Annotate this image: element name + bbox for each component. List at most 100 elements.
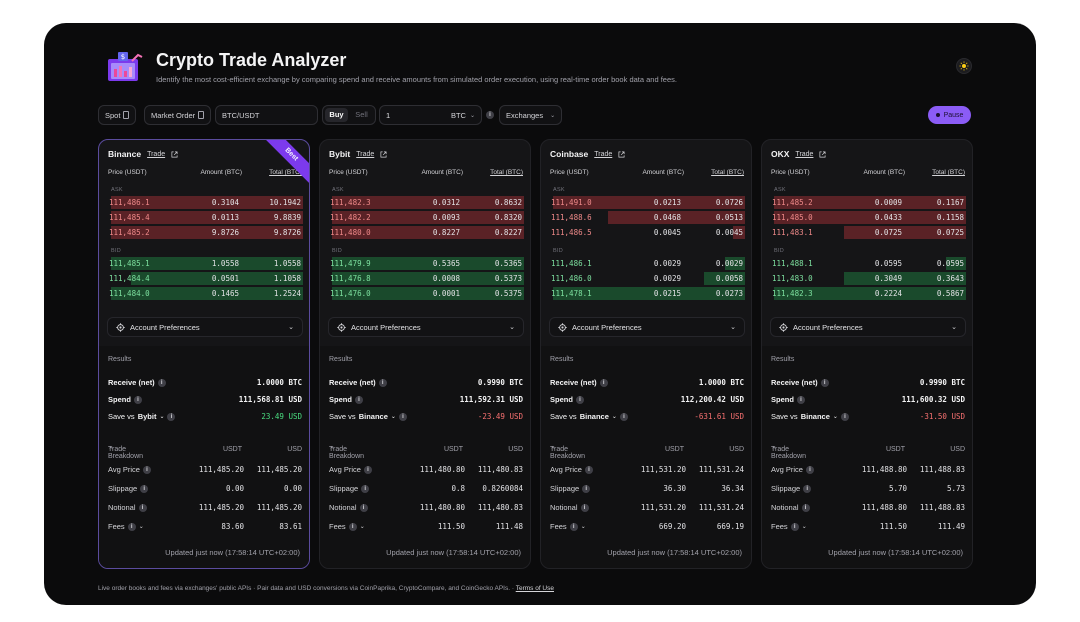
theme-toggle-button[interactable] xyxy=(956,58,972,74)
info-icon[interactable]: i xyxy=(805,465,814,474)
col-usdt: USDT xyxy=(222,446,242,453)
info-icon[interactable]: i xyxy=(361,484,370,493)
depth-bar xyxy=(331,196,524,209)
info-icon[interactable]: i xyxy=(803,484,812,493)
external-link-icon[interactable] xyxy=(819,151,826,158)
ask-row: 111,482.2 0.0093 0.8320 xyxy=(328,211,524,224)
breakdown-toggle[interactable]: Trade Breakdown xyxy=(108,446,144,460)
info-icon[interactable]: i xyxy=(398,412,407,421)
quantity-input[interactable]: 1 BTC ⌄ xyxy=(379,105,482,125)
info-icon[interactable]: i xyxy=(580,503,589,512)
chevron-down-icon[interactable]: ⌄ xyxy=(138,524,144,530)
save-vs-exchange-select[interactable]: Binance xyxy=(800,412,830,421)
info-icon[interactable]: i xyxy=(796,395,805,404)
exchanges-select[interactable]: Exchanges ⌄ xyxy=(499,105,563,125)
col-usd: USD xyxy=(729,446,744,453)
col-total[interactable]: Total (BTC) xyxy=(932,169,965,176)
buy-tab[interactable]: Buy xyxy=(325,108,348,122)
depth-bar xyxy=(844,272,966,285)
info-icon[interactable]: i xyxy=(348,522,357,531)
col-total[interactable]: Total (BTC) xyxy=(711,169,744,176)
chevron-up-icon[interactable]: ⌃ xyxy=(108,447,114,454)
breakdown-toggle[interactable]: Trade Breakdown xyxy=(550,446,586,460)
pause-button[interactable]: Pause xyxy=(928,106,971,124)
trade-link[interactable]: Trade xyxy=(356,150,375,158)
info-icon[interactable]: i xyxy=(142,465,151,474)
info-icon[interactable]: i xyxy=(575,395,584,404)
info-icon[interactable]: i xyxy=(840,412,849,421)
external-link-icon[interactable] xyxy=(380,151,387,158)
save-vs-label: Save vs xyxy=(550,412,577,421)
col-price: Price (USDT) xyxy=(108,169,147,176)
trade-link[interactable]: Trade xyxy=(594,150,613,158)
account-preferences-dropdown[interactable]: Account Preferences ⌄ xyxy=(770,317,966,337)
chevron-down-icon[interactable]: ⌄ xyxy=(359,524,365,530)
external-link-icon[interactable] xyxy=(618,151,625,158)
spend-row: Spend i 111,568.81 USD xyxy=(108,395,302,407)
info-icon[interactable]: i xyxy=(378,378,387,387)
info-icon[interactable]: i xyxy=(363,465,372,474)
price-cell: 111,484.4 xyxy=(109,274,150,283)
avg-price-usd: 111,485.20 xyxy=(256,465,302,474)
terms-link[interactable]: Terms of Use xyxy=(515,585,554,592)
col-amount: Amount (BTC) xyxy=(421,169,463,176)
card-header: Coinbase Trade xyxy=(550,148,625,160)
total-cell: 0.5375 xyxy=(494,289,522,298)
trade-link[interactable]: Trade xyxy=(795,150,814,158)
info-icon[interactable]: i xyxy=(359,503,368,512)
info-icon[interactable]: i xyxy=(140,484,149,493)
trade-link[interactable]: Trade xyxy=(147,150,166,158)
pair-input[interactable]: BTC/USDT xyxy=(215,105,318,125)
external-link-icon[interactable] xyxy=(171,151,178,158)
info-icon[interactable]: i xyxy=(820,378,829,387)
account-preferences-dropdown[interactable]: Account Preferences ⌄ xyxy=(549,317,745,337)
avg-price-row: Avg Price i 111,480.80 111,480.83 xyxy=(329,465,523,477)
info-icon[interactable]: i xyxy=(801,503,810,512)
save-vs-label: Save vs xyxy=(329,412,356,421)
info-icon[interactable]: i xyxy=(354,395,363,404)
order-type-select[interactable]: Market Order xyxy=(144,105,212,125)
save-vs-exchange-select[interactable]: Binance xyxy=(579,412,609,421)
depth-bar xyxy=(607,211,745,224)
chevron-up-icon[interactable]: ⌃ xyxy=(550,447,556,454)
bid-row: 111,485.1 1.0558 1.0558 xyxy=(107,257,303,270)
notional-label: Notional xyxy=(329,503,357,512)
info-icon[interactable]: i xyxy=(167,412,176,421)
account-preferences-dropdown[interactable]: Account Preferences ⌄ xyxy=(107,317,303,337)
info-icon[interactable]: i xyxy=(584,465,593,474)
info-icon[interactable]: i xyxy=(157,378,166,387)
info-icon[interactable]: i xyxy=(569,522,578,531)
total-cell: 0.3643 xyxy=(936,274,964,283)
sun-icon xyxy=(959,61,969,71)
col-total[interactable]: Total (BTC) xyxy=(269,169,302,176)
breakdown-toggle[interactable]: Trade Breakdown xyxy=(771,446,807,460)
fees-usd: 669.19 xyxy=(716,522,744,531)
chevron-down-icon[interactable]: ⌄ xyxy=(801,524,807,530)
chevron-up-icon[interactable]: ⌃ xyxy=(329,447,335,454)
sell-tab[interactable]: Sell xyxy=(355,110,368,119)
bid-row: 111,488.1 0.0595 0.0595 xyxy=(770,257,966,270)
save-vs-exchange-select[interactable]: Binance xyxy=(358,412,388,421)
info-icon[interactable]: i xyxy=(486,111,494,119)
chevron-up-icon[interactable]: ⌃ xyxy=(771,447,777,454)
chevron-down-icon: ⌄ xyxy=(390,414,396,420)
info-icon[interactable]: i xyxy=(599,378,608,387)
fees-usdt: 83.60 xyxy=(221,522,244,531)
amount-cell: 0.8227 xyxy=(432,228,460,237)
col-total[interactable]: Total (BTC) xyxy=(490,169,523,176)
info-icon[interactable]: i xyxy=(790,522,799,531)
info-icon[interactable]: i xyxy=(127,522,136,531)
market-type-select[interactable]: Spot xyxy=(98,105,137,125)
results-title: Results xyxy=(771,356,795,363)
info-icon[interactable]: i xyxy=(138,503,147,512)
spend-label: Spend xyxy=(329,395,352,404)
info-icon[interactable]: i xyxy=(582,484,591,493)
save-vs-exchange-select[interactable]: Bybit xyxy=(137,412,157,421)
breakdown-toggle[interactable]: Trade Breakdown xyxy=(329,446,365,460)
info-icon[interactable]: i xyxy=(619,412,628,421)
amount-cell: 1.0558 xyxy=(211,259,239,268)
info-icon[interactable]: i xyxy=(133,395,142,404)
ask-row: 111,485.4 0.0113 9.8839 xyxy=(107,211,303,224)
chevron-down-icon[interactable]: ⌄ xyxy=(580,524,586,530)
account-preferences-dropdown[interactable]: Account Preferences ⌄ xyxy=(328,317,524,337)
